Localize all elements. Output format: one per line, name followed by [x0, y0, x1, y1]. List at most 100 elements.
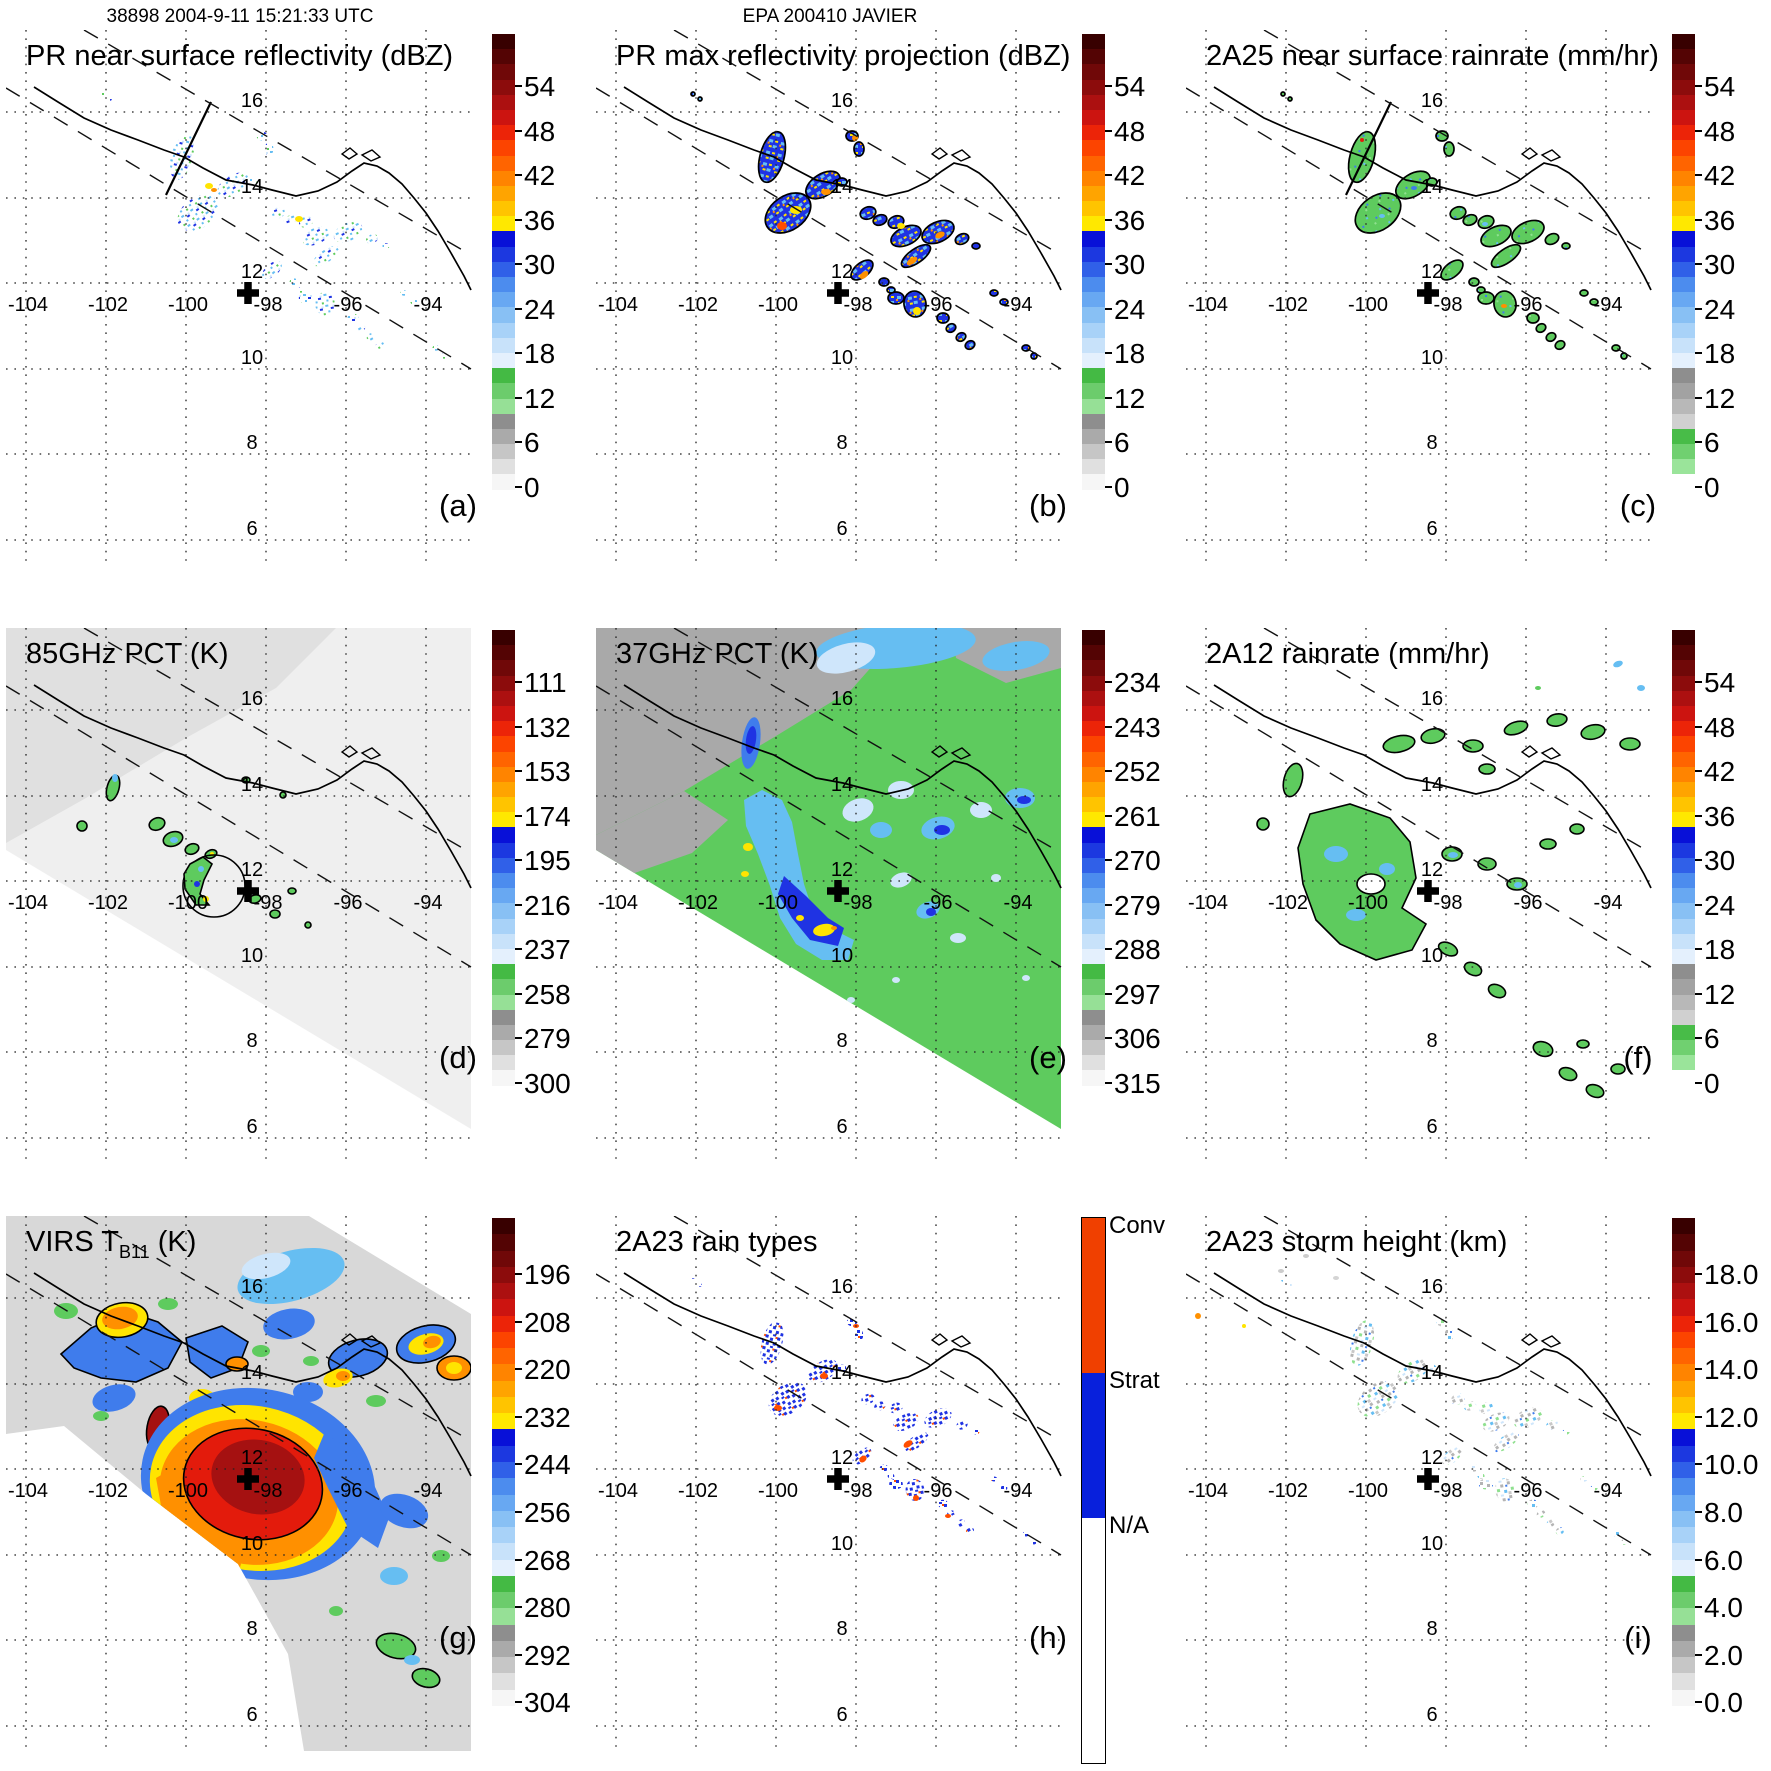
colorbar-segment — [1672, 170, 1695, 186]
pr-swath-edges — [596, 628, 1062, 968]
colorbar-tick-label: 18 — [1704, 338, 1736, 370]
colorbar-tick-label: 48 — [1704, 711, 1736, 743]
coastline — [1213, 86, 1652, 291]
colorbar-f — [1672, 630, 1695, 1086]
colorbar-segment — [1082, 49, 1105, 65]
colorbar-segment — [1672, 322, 1695, 338]
colorbar-segment — [1082, 474, 1105, 490]
colorbar-segment — [1082, 1218, 1105, 1374]
colorbar-segment — [1082, 766, 1105, 782]
colorbar-segment — [1082, 368, 1105, 384]
colorbar-tick-mark — [1105, 725, 1112, 728]
colorbar-segment — [1082, 155, 1105, 171]
colorbar-tick-label: 24 — [524, 293, 556, 325]
colorbar-segment — [492, 1429, 515, 1446]
colorbar-segment — [1082, 337, 1105, 353]
colorbar-segment — [1672, 459, 1695, 475]
colorbar-segment — [492, 292, 515, 308]
colorbar-segment — [492, 933, 515, 949]
colorbar-tick-label: 304 — [524, 1687, 571, 1719]
svg-text:12: 12 — [831, 261, 853, 283]
svg-text:8: 8 — [246, 1030, 257, 1052]
colorbar-tick-mark — [515, 1415, 522, 1418]
colorbar-segment — [1672, 1445, 1695, 1462]
svg-text:6: 6 — [836, 1116, 847, 1138]
colorbar-tick-label: 30 — [1704, 249, 1736, 281]
svg-text:14: 14 — [241, 1362, 263, 1384]
colorbar-segment — [1672, 201, 1695, 217]
svg-text:8: 8 — [836, 1030, 847, 1052]
svg-text:10: 10 — [241, 347, 263, 369]
data-layer — [1280, 91, 1628, 360]
grid-labels: 16 14 12 10 8 6 -104 -102 -100 -98 -96 -94 — [1188, 688, 1622, 1138]
svg-text:6: 6 — [1426, 1704, 1437, 1726]
colorbar-segment — [1672, 1040, 1695, 1056]
colorbar-segment — [1082, 444, 1105, 460]
colorbar-segment — [1672, 1009, 1695, 1025]
svg-text:12: 12 — [1421, 1447, 1443, 1469]
svg-text:-100: -100 — [168, 892, 208, 914]
svg-text:10: 10 — [1421, 347, 1443, 369]
svg-text:-100: -100 — [1348, 294, 1388, 316]
colorbar-segment — [1672, 246, 1695, 262]
svg-text:-96: -96 — [334, 1480, 363, 1502]
colorbar-segment — [492, 1624, 515, 1641]
colorbar-tick-mark — [515, 859, 522, 862]
colorbar-segment — [1672, 1283, 1695, 1300]
svg-text:-96: -96 — [924, 1480, 953, 1502]
colorbar-segment — [492, 459, 515, 475]
storm-center-cross — [827, 282, 849, 304]
colorbar-tick-label: 132 — [524, 711, 571, 743]
colorbar-tick-mark — [515, 903, 522, 906]
colorbar-e — [1082, 630, 1105, 1086]
svg-text:-102: -102 — [1268, 892, 1308, 914]
colorbar-c — [1672, 34, 1695, 490]
colorbar-segment — [492, 109, 515, 126]
svg-text:-100: -100 — [168, 294, 208, 316]
svg-text:-94: -94 — [1594, 892, 1623, 914]
colorbar-segment — [1082, 216, 1105, 232]
coastline — [33, 86, 472, 291]
colorbar-segment — [1672, 812, 1695, 828]
colorbar-segment — [1082, 1055, 1105, 1071]
colorbar-segment — [1672, 64, 1695, 80]
colorbar-tick-label: 18 — [1704, 934, 1736, 966]
grid-labels: 16 14 12 10 8 6 -104 -102 -100 -98 -96 -94 — [598, 688, 1032, 1138]
colorbar-segment — [1082, 1040, 1105, 1056]
colorbar-tick-label: 111 — [524, 667, 567, 699]
colorbar-segment — [492, 140, 515, 156]
latlon-grid — [596, 1216, 1061, 1751]
colorbar-segment — [492, 170, 515, 186]
colorbar-tick-mark — [515, 174, 522, 177]
colorbar-tick-mark — [1695, 1037, 1702, 1040]
colorbar-tick-label: 244 — [524, 1449, 571, 1481]
svg-text:-102: -102 — [678, 892, 718, 914]
colorbar-tick-mark — [1105, 352, 1112, 355]
colorbar-segment — [1082, 660, 1105, 676]
colorbar-tick-label: 12 — [524, 382, 556, 414]
colorbar-segment — [1082, 1373, 1105, 1518]
colorbar-tick-mark — [515, 1273, 522, 1276]
colorbar-segment — [492, 1689, 515, 1706]
colorbar-tick-label: 48 — [524, 115, 556, 147]
colorbar-tick-label: 54 — [1704, 71, 1736, 103]
colorbar-segment — [492, 231, 515, 247]
svg-text:12: 12 — [241, 1447, 263, 1469]
colorbar-tick-label: 268 — [524, 1544, 571, 1576]
pr-swath-edges — [1186, 30, 1652, 370]
colorbar-tick-mark — [515, 992, 522, 995]
colorbar-tick-label: 6 — [1704, 427, 1720, 459]
svg-text:8: 8 — [836, 1618, 847, 1640]
colorbar-tick-label: 0.0 — [1704, 1687, 1743, 1719]
colorbar-tick-mark — [515, 681, 522, 684]
colorbar-segment — [1672, 1429, 1695, 1446]
colorbar-segment — [492, 1266, 515, 1284]
colorbar-segment — [492, 1575, 515, 1593]
colorbar-segment — [1082, 903, 1105, 919]
data-layer — [1256, 660, 1645, 1099]
colorbar-segment — [492, 49, 515, 65]
panel-g: 16 14 12 10 8 6 -104 -102 -100 -98 -96 -94 VIRS TB11… — [0, 1180, 590, 1770]
colorbar-tick-label: 42 — [1114, 160, 1146, 192]
colorbar-tick-label: 6.0 — [1704, 1544, 1743, 1576]
